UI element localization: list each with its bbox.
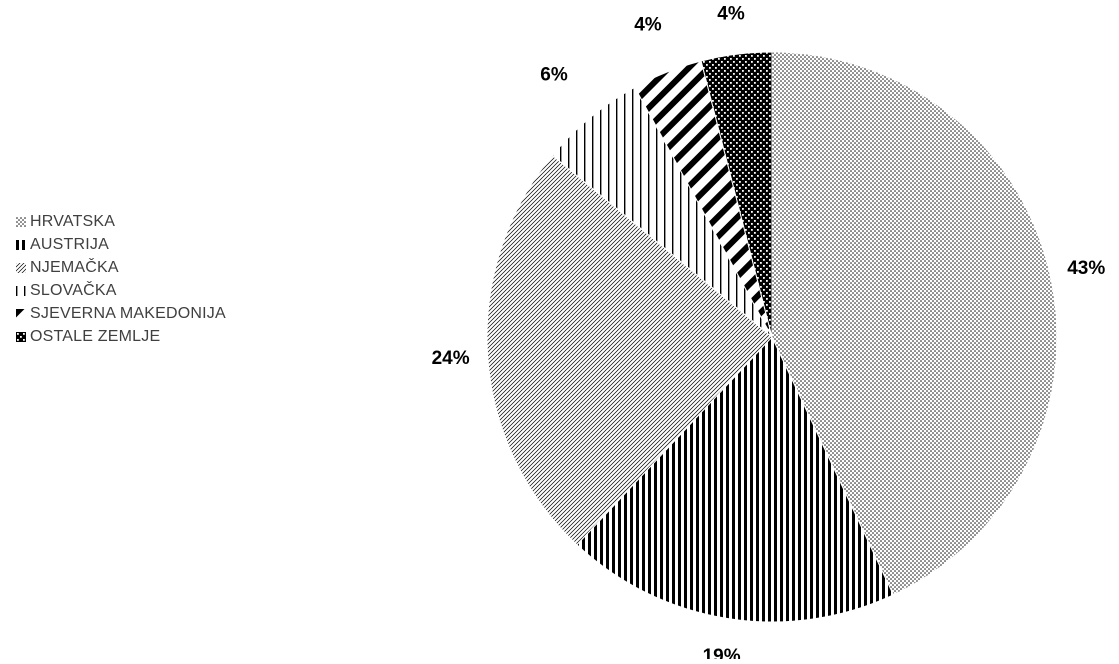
legend-item: SLOVAČKA — [16, 279, 226, 302]
data-label-austrija: 19% — [703, 646, 741, 659]
legend-item: HRVATSKA — [16, 210, 226, 233]
legend-item: OSTALE ZEMLJE — [16, 325, 226, 348]
legend-label: HRVATSKA — [30, 212, 116, 230]
pie-slice-austrija — [576, 336, 895, 623]
legend-swatch — [16, 285, 26, 296]
pie-data-labels: 43% 19% 24% 6% 4% 4% — [432, 4, 1106, 664]
legend-swatch — [16, 216, 26, 227]
legend-item: SJEVERNA MAKEDONIJA — [16, 302, 226, 325]
chart-legend: HRVATSKA AUSTRIJA NJEMAČKA SLOVAČKA SJEVERNA… — [16, 210, 226, 348]
legend-label: SJEVERNA MAKEDONIJA — [30, 304, 226, 322]
legend-label: OSTALE ZEMLJE — [30, 327, 161, 345]
legend-swatch — [16, 331, 26, 342]
data-label-slovačka: 6% — [540, 64, 568, 85]
pie-slice-njemačka — [486, 154, 773, 546]
legend-label: NJEMAČKA — [30, 258, 119, 276]
pie-slice-ostale-zemlje — [700, 51, 773, 338]
pie-slice-hrvatska — [771, 51, 1058, 596]
legend-label: SLOVAČKA — [30, 281, 117, 299]
data-label-ostale-zemlje: 4% — [717, 4, 745, 25]
data-label-njemačka: 24% — [432, 348, 470, 369]
legend-label: AUSTRIJA — [30, 235, 109, 253]
legend-swatch — [16, 262, 26, 273]
legend-swatch — [16, 308, 26, 319]
data-label-hrvatska: 43% — [1067, 258, 1105, 279]
legend-item: NJEMAČKA — [16, 256, 226, 279]
data-label-sjeverna-makedonija: 4% — [634, 15, 662, 36]
legend-item: AUSTRIJA — [16, 233, 226, 256]
pie-slices — [486, 51, 1058, 623]
legend-swatch — [16, 239, 26, 250]
